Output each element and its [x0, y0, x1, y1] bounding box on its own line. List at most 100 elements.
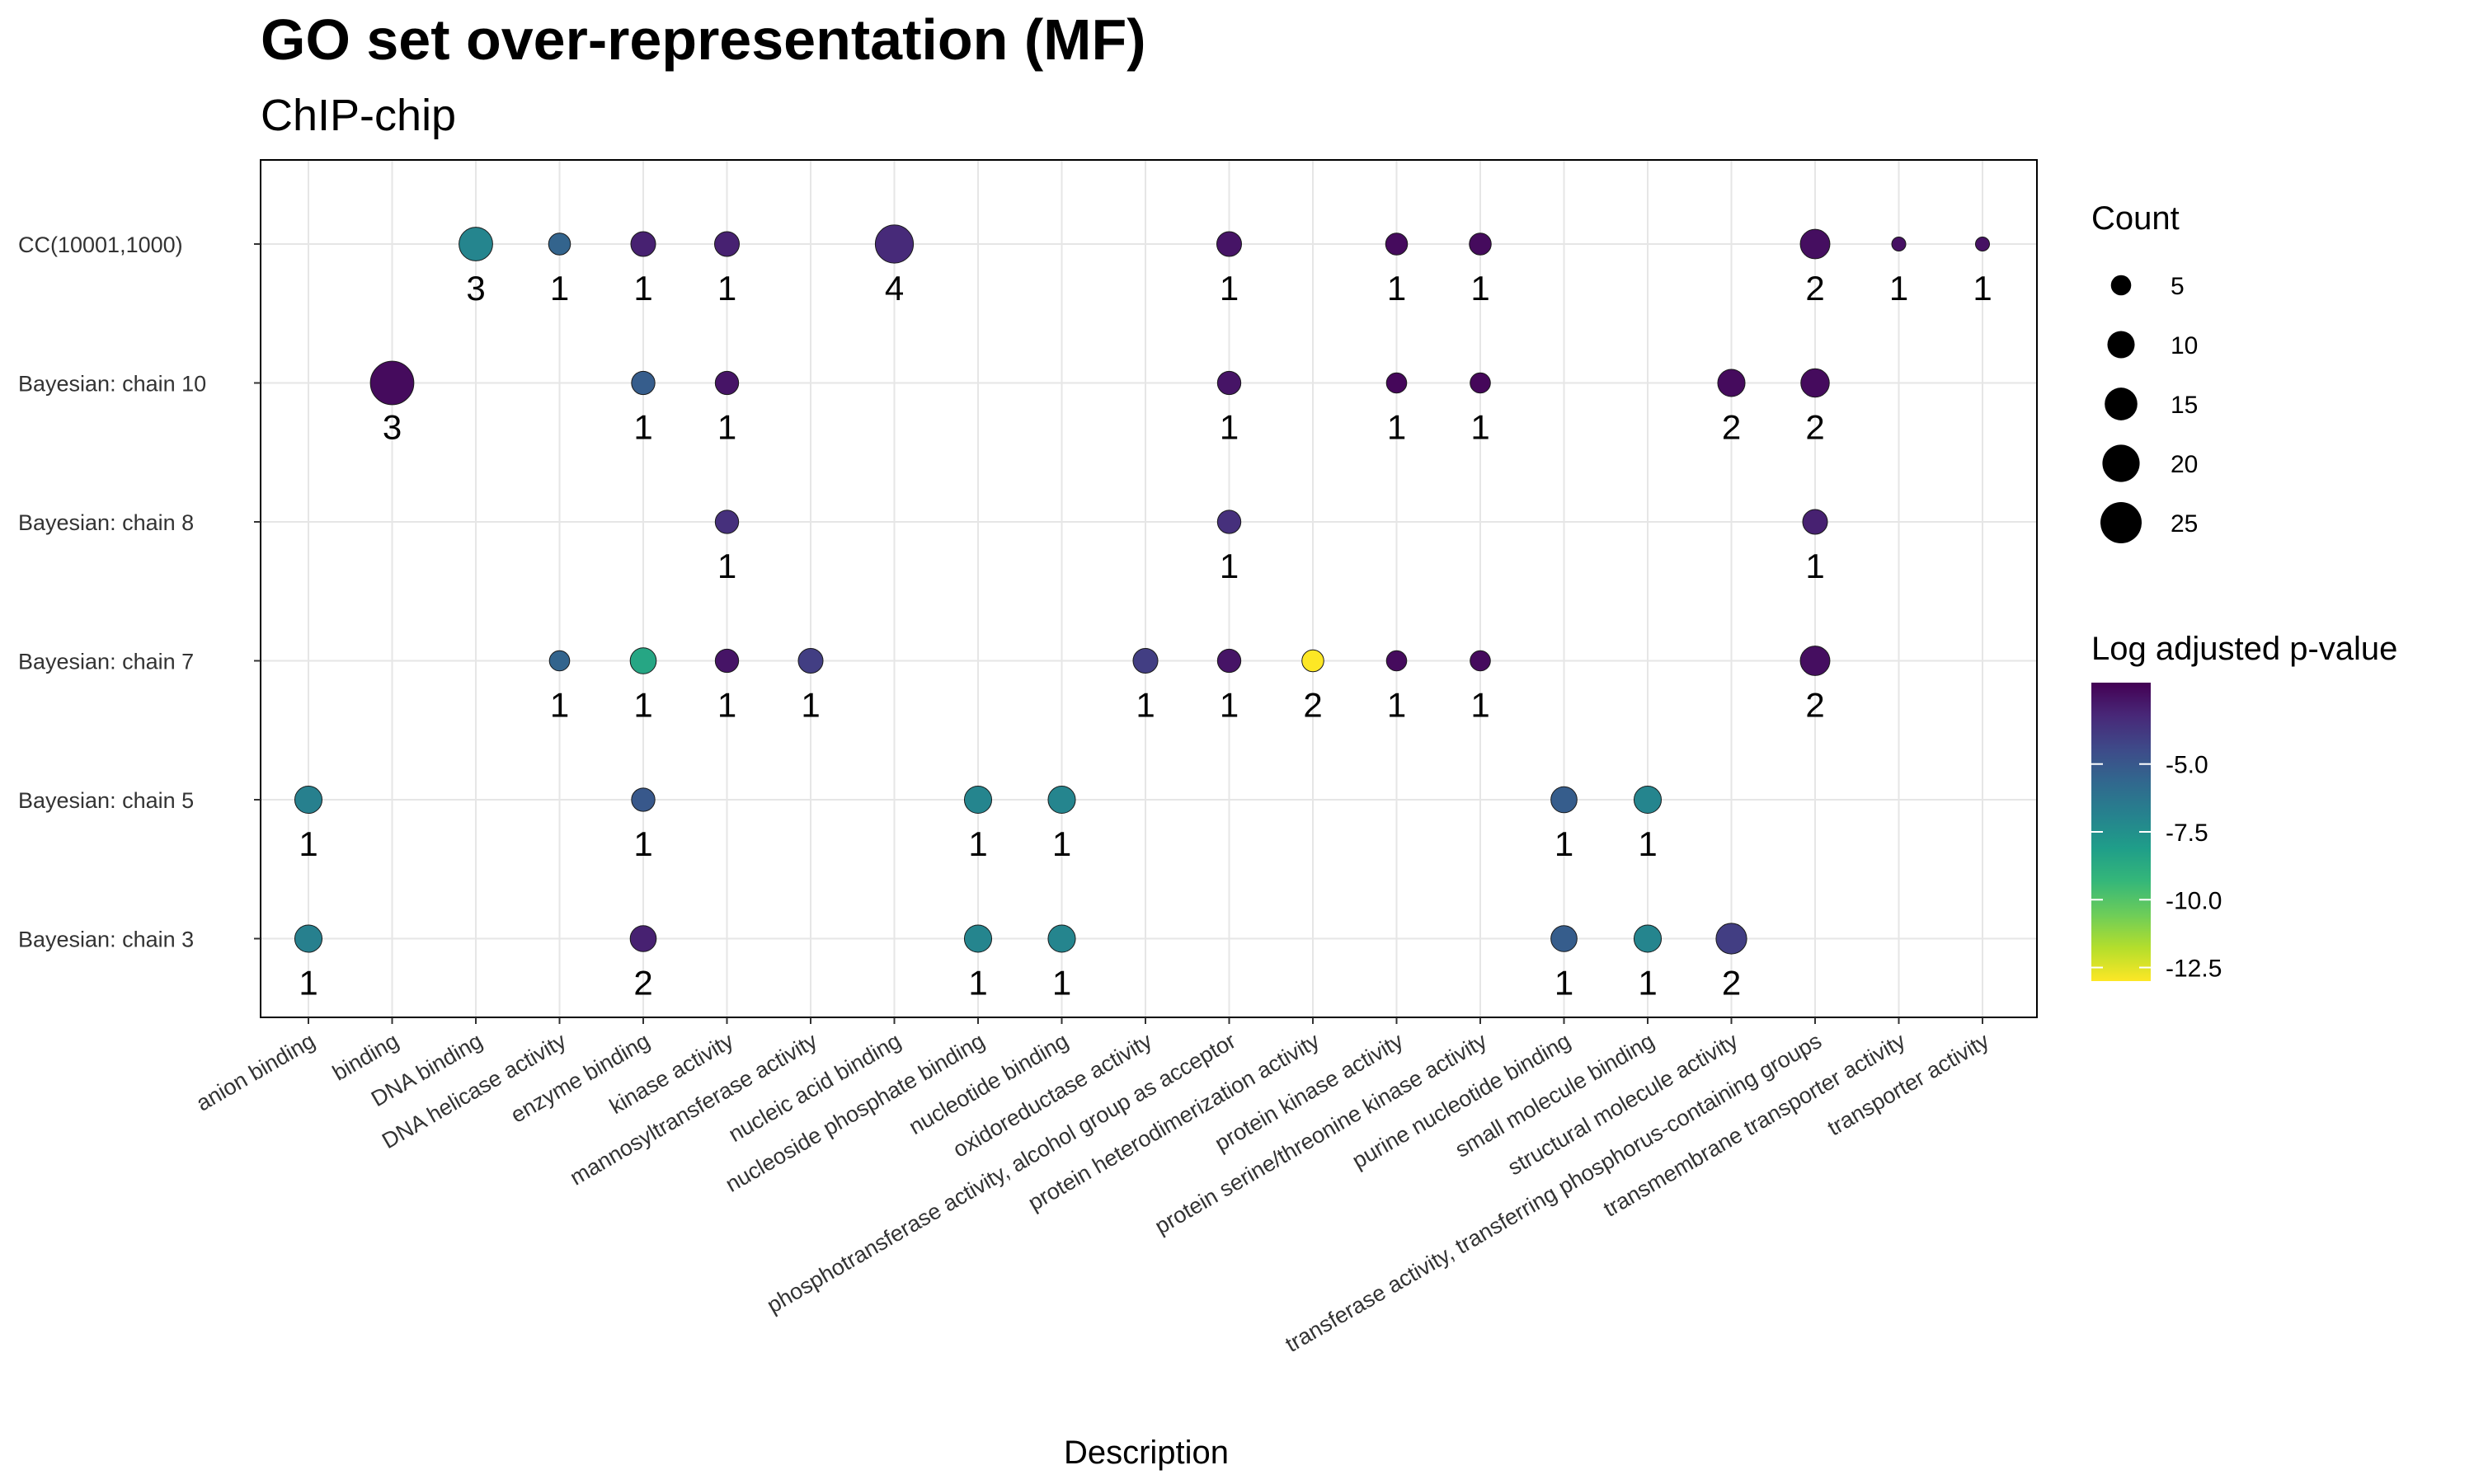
count-legend-key — [2100, 502, 2142, 543]
data-point — [1974, 236, 1991, 252]
data-label: 1 — [1052, 964, 1071, 1003]
data-label: 1 — [1638, 964, 1657, 1003]
data-label: 1 — [633, 408, 652, 447]
data-point — [459, 227, 493, 261]
data-point — [874, 224, 915, 264]
data-point — [1470, 372, 1491, 394]
data-label: 1 — [968, 964, 987, 1003]
count-legend-label: 25 — [2171, 510, 2198, 538]
data-point — [1799, 228, 1831, 260]
chart-title: GO set over-representation (MF) — [261, 7, 1146, 72]
data-label: 1 — [717, 547, 736, 585]
y-axis: Bayesian: chain 3 Bayesian: chain 5 Bayesi… — [18, 232, 261, 952]
data-point — [1550, 786, 1578, 814]
data-label: 2 — [633, 964, 652, 1003]
data-point — [1132, 647, 1159, 674]
data-point — [1891, 236, 1907, 252]
data-point — [1802, 509, 1828, 535]
x-tick-label: enzyme binding — [506, 1028, 654, 1128]
y-tick-label: Bayesian: chain 3 — [18, 928, 194, 952]
data-label: 2 — [1805, 408, 1824, 447]
data-label: 1 — [1554, 964, 1573, 1003]
data-label: 1 — [1136, 686, 1155, 725]
data-label: 4 — [885, 269, 904, 308]
data-point — [1633, 924, 1663, 953]
data-label: 1 — [1805, 547, 1824, 585]
data-point — [714, 648, 740, 674]
data-point — [1216, 231, 1243, 257]
data-point — [629, 647, 657, 674]
data-point — [714, 510, 740, 534]
data-label: 1 — [299, 964, 317, 1003]
x-tick-label: anion binding — [192, 1028, 319, 1115]
data-point — [1216, 648, 1242, 674]
data-label: 1 — [1889, 269, 1908, 308]
data-label: 1 — [633, 824, 652, 863]
y-tick-label: Bayesian: chain 10 — [18, 372, 206, 397]
data-label: 1 — [1470, 408, 1489, 447]
data-label: 1 — [1220, 547, 1239, 585]
count-legend-key — [2107, 331, 2135, 359]
data-point — [1633, 785, 1663, 815]
x-tick-label: transferase activity, transferring phosp… — [1281, 1028, 1826, 1357]
data-point — [548, 650, 571, 672]
data-label: 1 — [1470, 686, 1489, 725]
data-label: 1 — [1470, 269, 1489, 308]
count-legend-key — [2102, 444, 2140, 482]
y-tick-label: Bayesian: chain 5 — [18, 788, 194, 813]
data-label: 3 — [383, 408, 402, 447]
pvalue-legend: Log adjusted p-value -5.0 -7.5 -10.0 -12.5 — [2091, 631, 2397, 983]
count-legend-label: 15 — [2171, 392, 2198, 419]
data-label: 1 — [633, 686, 652, 725]
data-label: 1 — [1220, 269, 1239, 308]
data-label: 2 — [1722, 964, 1741, 1003]
data-label: 2 — [1722, 408, 1741, 447]
data-point — [963, 785, 993, 815]
colorbar-label: -10.0 — [2166, 887, 2222, 914]
data-label: 1 — [1052, 824, 1071, 863]
data-point — [713, 231, 741, 257]
count-legend: Count 5 10 15 20 25 — [2091, 200, 2198, 543]
count-legend-title: Count — [2091, 200, 2180, 237]
data-point — [1385, 650, 1408, 672]
data-label: 1 — [968, 824, 987, 863]
data-point — [294, 924, 323, 953]
data-point — [1717, 369, 1746, 397]
colorbar-label: -7.5 — [2166, 819, 2208, 847]
data-label: 1 — [1220, 408, 1239, 447]
data-point — [631, 787, 656, 812]
data-point — [1470, 650, 1491, 672]
data-point — [1301, 649, 1324, 673]
data-point — [1216, 510, 1242, 534]
data-point — [1047, 924, 1076, 953]
count-legend-label: 5 — [2171, 273, 2185, 300]
data-label: 2 — [1805, 269, 1824, 308]
data-label: 3 — [466, 269, 485, 308]
data-label: 1 — [1638, 824, 1657, 863]
data-point — [1799, 646, 1831, 676]
data-label: 1 — [1387, 269, 1406, 308]
data-point — [1216, 370, 1242, 396]
data-label: 1 — [550, 686, 569, 725]
data-label: 1 — [801, 686, 820, 725]
count-legend-label: 10 — [2171, 332, 2198, 359]
data-label: 1 — [1387, 686, 1406, 725]
data-label: 1 — [1387, 408, 1406, 447]
data-point — [714, 370, 740, 396]
data-labels: 3 1 1 1 4 1 1 1 2 1 1 3 1 1 1 1 1 2 2 1 1 1 1 1 1 1 1 1 2 1 1 2 1 1 1 1 1 1 1 2… — [299, 269, 1992, 1003]
pvalue-legend-title: Log adjusted p-value — [2091, 631, 2397, 667]
data-point — [1385, 232, 1409, 256]
x-axis-label: Description — [1064, 1435, 1229, 1471]
data-label: 2 — [1805, 686, 1824, 725]
count-legend-key — [2105, 387, 2138, 420]
data-point — [294, 785, 323, 815]
data-point — [1715, 923, 1747, 955]
data-point — [797, 647, 824, 674]
chart-subtitle: ChIP-chip — [261, 91, 456, 140]
data-label: 2 — [1303, 686, 1322, 725]
data-points — [294, 224, 1991, 955]
data-point — [1800, 368, 1830, 398]
data-point — [548, 232, 571, 256]
